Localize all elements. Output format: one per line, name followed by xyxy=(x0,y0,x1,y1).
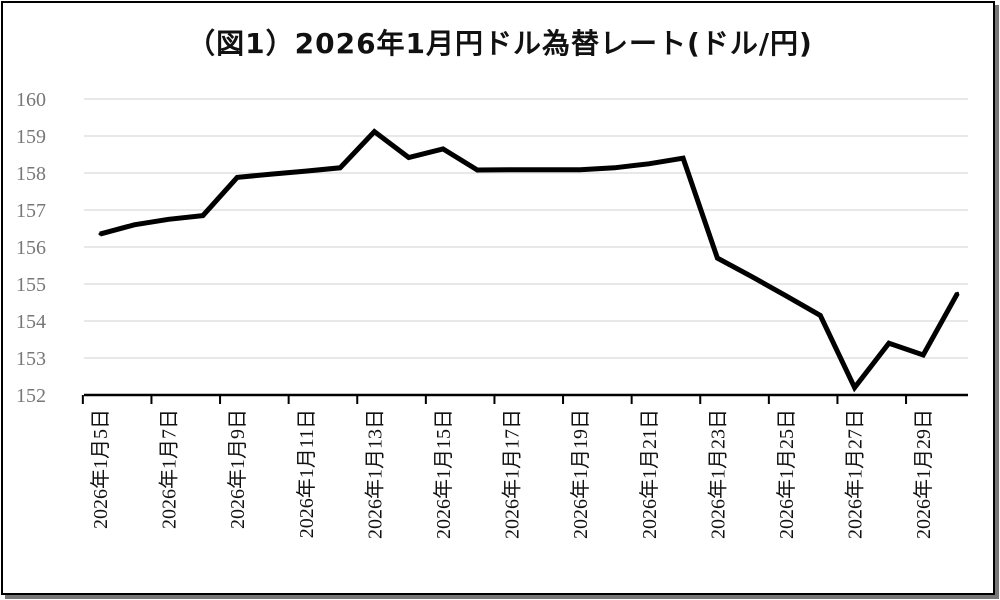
x-tick-label: 2026年1月17日 xyxy=(501,409,524,539)
x-tick-label: 2026年1月25日 xyxy=(775,409,798,539)
data-point xyxy=(613,166,616,170)
data-point xyxy=(647,162,651,166)
x-axis-tick-labels: 2026年1月5日 2026年1月7日 2026年1月9日 2026年1月11日 202… xyxy=(89,409,935,539)
data-point xyxy=(510,168,514,172)
series-group xyxy=(98,128,960,393)
frame-shadow-right xyxy=(995,5,999,599)
data-point xyxy=(784,294,788,298)
data-point xyxy=(98,232,102,236)
data-point xyxy=(887,341,891,345)
x-tick-label: 2026年1月9日 xyxy=(226,409,249,529)
x-tick-label: 2026年1月13日 xyxy=(363,409,386,539)
y-tick-label: 159 xyxy=(16,126,46,148)
y-tick-label: 154 xyxy=(16,311,46,333)
chart-title: （図1）2026年1月円ドル為替レート(ドル/円) xyxy=(187,27,813,60)
data-point xyxy=(372,130,376,134)
data-point xyxy=(956,291,959,295)
data-point xyxy=(681,156,685,160)
x-tick-label: 2026年1月21日 xyxy=(638,409,661,539)
x-tick-label: 2026年1月29日 xyxy=(912,409,935,539)
data-point xyxy=(270,172,273,176)
data-point xyxy=(235,175,239,179)
gridlines xyxy=(84,98,968,359)
data-point xyxy=(921,353,925,357)
y-axis-tick-labels: 160 159 158 157 156 155 154 153 152 xyxy=(16,89,46,407)
data-point xyxy=(578,168,582,172)
x-tick-label: 2026年1月5日 xyxy=(89,409,112,529)
y-tick-label: 155 xyxy=(16,274,46,296)
y-tick-label: 156 xyxy=(16,237,46,259)
data-point xyxy=(441,147,445,151)
x-tick-label: 2026年1月15日 xyxy=(432,409,455,539)
x-axis xyxy=(81,393,968,404)
data-point xyxy=(715,256,719,260)
y-tick-label: 157 xyxy=(16,200,46,222)
x-tick-label: 2026年1月27日 xyxy=(844,409,867,539)
data-point xyxy=(167,217,171,221)
y-tick-label: 152 xyxy=(16,385,46,407)
series-line xyxy=(99,128,960,393)
y-tick-label: 158 xyxy=(16,163,46,185)
x-tick-label: 2026年1月19日 xyxy=(569,409,592,539)
data-point xyxy=(338,166,342,170)
y-tick-label: 160 xyxy=(16,89,46,111)
data-point xyxy=(407,155,411,159)
data-point xyxy=(201,214,205,218)
x-tick-label: 2026年1月7日 xyxy=(158,409,181,529)
x-tick-label: 2026年1月11日 xyxy=(295,409,318,538)
x-tick-label: 2026年1月23日 xyxy=(706,409,729,539)
data-point xyxy=(304,169,308,173)
data-point xyxy=(853,386,857,390)
data-point xyxy=(475,168,479,172)
data-point xyxy=(132,223,136,227)
y-tick-label: 153 xyxy=(16,348,46,370)
data-point xyxy=(750,275,754,279)
frame-shadow-bottom xyxy=(5,595,999,599)
data-point xyxy=(544,168,548,172)
data-point xyxy=(818,313,822,317)
